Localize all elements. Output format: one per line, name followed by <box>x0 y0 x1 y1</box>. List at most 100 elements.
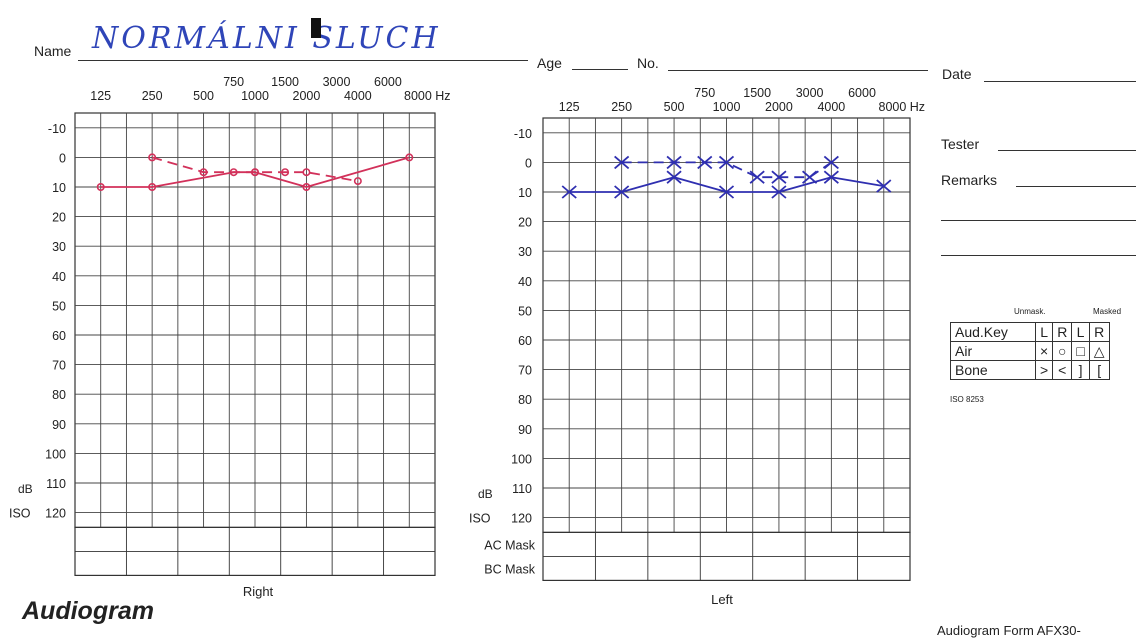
date-line[interactable] <box>984 81 1136 82</box>
data-point-cross <box>697 155 713 170</box>
series-line-dashed <box>621 161 832 179</box>
y-unit-label: dB <box>478 487 493 501</box>
age-line[interactable] <box>572 69 628 70</box>
data-point-circle <box>302 168 311 177</box>
y-tick-label: 80 <box>52 388 66 402</box>
x-tick-label: 4000 <box>817 100 845 114</box>
key-unmasked-head: Unmask. <box>1014 307 1046 316</box>
chart-caption: Right <box>243 584 274 599</box>
y-unit-label: ISO <box>469 512 491 526</box>
y-tick-label: 30 <box>518 245 532 259</box>
data-point-circle <box>148 153 157 162</box>
x-tick-label: 1500 <box>271 75 299 89</box>
y-tick-label: 20 <box>518 216 532 230</box>
data-point-cross <box>718 155 735 170</box>
right-bracket-icon: ] <box>1071 360 1090 380</box>
x-tick-label: 3000 <box>796 86 824 100</box>
tester-line[interactable] <box>998 150 1136 151</box>
y-tick-label: 30 <box>52 240 66 254</box>
data-point-cross <box>614 155 630 170</box>
data-point-circle <box>302 183 311 192</box>
iso-standard: ISO 8253 <box>950 395 984 404</box>
y-tick-label: 110 <box>512 482 532 496</box>
y-tick-label: 120 <box>511 512 532 526</box>
data-point-circle <box>405 153 414 162</box>
remarks-line-3[interactable] <box>941 255 1136 256</box>
tester-label: Tester <box>941 136 980 152</box>
x-tick-label: 125 <box>90 89 111 103</box>
y-tick-label: 10 <box>52 181 66 195</box>
data-point-cross <box>561 185 577 199</box>
remarks-label: Remarks <box>941 172 998 188</box>
y-tick-label: -10 <box>48 122 66 136</box>
data-point-circle <box>96 183 105 192</box>
x-tick-label: 1000 <box>713 100 741 114</box>
x-tick-label: 1500 <box>743 86 771 100</box>
page-title: Audiogram <box>22 597 154 625</box>
data-point-circle <box>148 183 157 192</box>
y-tick-label: 70 <box>52 359 66 373</box>
y-tick-label: -10 <box>514 127 532 141</box>
data-point-cross <box>771 170 787 184</box>
data-point-circle <box>281 168 290 177</box>
data-point-cross <box>749 170 765 184</box>
mask-row-label: AC Mask <box>484 538 535 552</box>
x-tick-label: 125 <box>559 100 580 114</box>
y-tick-label: 110 <box>46 477 66 491</box>
x-tick-label: 8000 Hz <box>404 89 451 103</box>
y-tick-label: 10 <box>518 186 532 200</box>
x-tick-label: 2000 <box>765 100 793 114</box>
y-tick-label: 100 <box>511 452 532 466</box>
x-tick-label: 250 <box>142 89 163 103</box>
x-tick-label: 750 <box>223 75 244 89</box>
data-point-cross <box>666 155 682 170</box>
left-bracket-icon: [ <box>1088 360 1110 380</box>
y-tick-label: 80 <box>518 393 532 407</box>
redaction-mark <box>311 18 321 38</box>
y-tick-label: 90 <box>52 418 66 432</box>
key-masked-head: Masked <box>1093 307 1122 316</box>
key-cell: L <box>1034 322 1054 342</box>
data-point-cross <box>718 185 735 199</box>
name-label: Name <box>34 43 72 59</box>
y-tick-label: 40 <box>518 275 532 289</box>
no-label: No. <box>637 55 659 71</box>
x-tick-label: 2000 <box>293 89 321 103</box>
y-tick-label: 50 <box>518 304 532 318</box>
name-line[interactable] <box>78 60 528 61</box>
data-point-cross <box>802 170 818 184</box>
no-line[interactable] <box>668 70 928 71</box>
y-unit-label: dB <box>18 482 33 496</box>
remarks-line[interactable] <box>1016 186 1136 187</box>
y-tick-label: 90 <box>518 423 532 437</box>
y-unit-label: ISO <box>9 507 31 521</box>
x-tick-label: 6000 <box>848 86 876 100</box>
y-tick-label: 60 <box>52 329 66 343</box>
series-line-dashed <box>151 156 359 182</box>
mask-row-label: BC Mask <box>484 562 535 576</box>
y-tick-label: 0 <box>525 156 532 170</box>
y-tick-label: 100 <box>45 447 66 461</box>
x-tick-label: 6000 <box>374 75 402 89</box>
data-point-cross <box>876 179 892 193</box>
data-point-circle <box>251 168 260 177</box>
key-cell: Bone <box>950 360 1036 380</box>
name-value: NORMÁLNI SLUCH <box>92 21 441 56</box>
y-tick-label: 60 <box>518 334 532 348</box>
remarks-line-2[interactable] <box>941 220 1136 221</box>
data-point-circle <box>199 168 208 177</box>
series-line-solid <box>100 156 410 188</box>
triangle-icon: △ <box>1088 341 1110 361</box>
greater-than-icon: > <box>1034 360 1054 380</box>
y-tick-label: 50 <box>52 299 66 313</box>
age-label: Age <box>537 55 562 71</box>
data-point-cross <box>614 185 630 199</box>
key-bone-row: Bone > < ] [ <box>950 360 1110 380</box>
y-tick-label: 20 <box>52 211 66 225</box>
y-tick-label: 120 <box>45 507 66 521</box>
audio-key-table: Aud.Key L R L R Air × ○ □ △ Bone > < ] [ <box>950 322 1110 380</box>
x-tick-label: 4000 <box>344 89 372 103</box>
x-tick-label: 3000 <box>323 75 351 89</box>
